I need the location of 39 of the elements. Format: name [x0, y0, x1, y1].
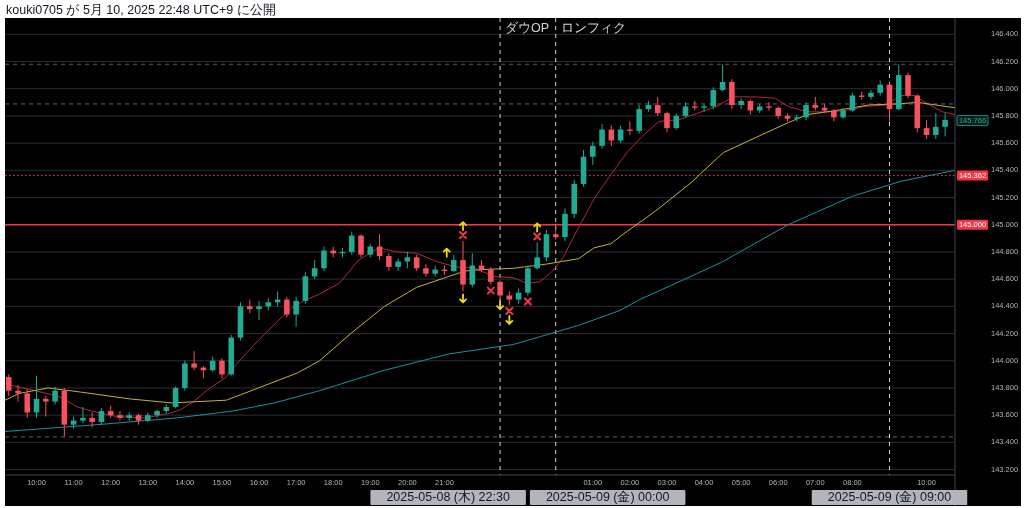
candlestick — [256, 300, 262, 321]
text: 2025-05-09 (金) 09:00 — [827, 489, 952, 504]
candlestick — [117, 410, 123, 422]
candlestick — [172, 386, 179, 409]
candlestick — [923, 119, 930, 140]
candlestick — [154, 409, 160, 419]
ref-line-label: ロンフィク — [560, 21, 626, 36]
text: 2025-05-09 (金) 00:00 — [545, 489, 670, 504]
text: 2025-05-08 (木) 22:30 — [386, 489, 510, 504]
candlestick — [293, 296, 299, 328]
candlestick — [191, 350, 197, 371]
candlestick — [321, 246, 327, 272]
text: kouki0705 が 5月 10, 2025 22:48 UTC+9 に公開 — [6, 3, 276, 17]
candlestick — [599, 123, 605, 150]
candlestick — [738, 97, 744, 110]
candlestick — [469, 252, 476, 288]
candlestick — [942, 112, 948, 137]
candlestick — [933, 112, 939, 140]
candlestick — [729, 78, 735, 110]
candlestick — [5, 373, 12, 397]
candlestick — [701, 103, 707, 113]
candlestick — [24, 388, 31, 419]
candlestick — [43, 395, 49, 418]
candlestick — [80, 406, 86, 424]
candlestick — [219, 357, 225, 379]
ref-line-label: ダウOP — [505, 21, 550, 36]
candlestick — [423, 263, 429, 277]
candlestick — [562, 207, 568, 242]
candlestick — [348, 231, 355, 256]
candlestick — [905, 71, 911, 99]
candlestick — [590, 141, 596, 166]
candlestick — [766, 101, 772, 111]
candlestick — [636, 104, 642, 135]
candlestick — [534, 241, 540, 271]
candlestick — [868, 89, 874, 101]
candlestick — [284, 296, 290, 318]
candlestick — [358, 233, 364, 258]
candlestick — [664, 111, 670, 133]
candlestick — [395, 258, 401, 272]
